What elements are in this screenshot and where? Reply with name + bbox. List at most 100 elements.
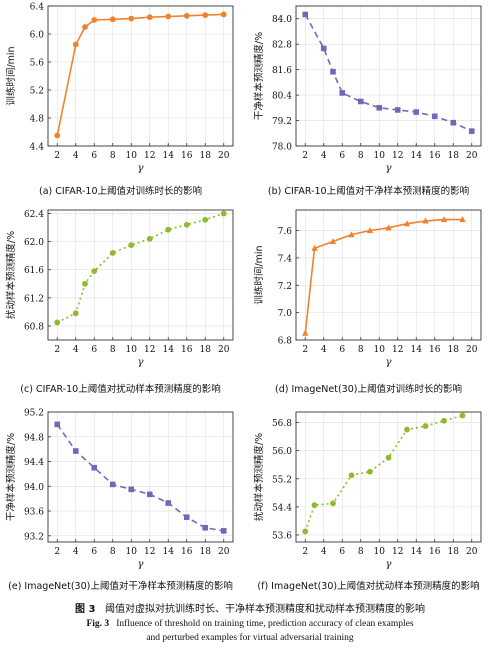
- plot-frame: [47, 209, 234, 341]
- data-point: [459, 216, 466, 223]
- x-tick-label: 8: [110, 151, 116, 161]
- x-tick-label: 14: [163, 151, 175, 161]
- data-point: [54, 319, 61, 326]
- data-point: [72, 448, 79, 454]
- data-point: [128, 486, 135, 493]
- plot-frame: [47, 5, 234, 147]
- data-point: [330, 500, 336, 507]
- data-point: [165, 13, 172, 20]
- x-tick-label: 16: [429, 345, 441, 355]
- data-point: [202, 12, 209, 18]
- y-tick-label: 95.2: [24, 409, 44, 419]
- x-axis-label: γ: [386, 357, 392, 368]
- x-tick-label: 6: [91, 345, 97, 355]
- x-tick-label: 18: [448, 547, 460, 557]
- data-point: [82, 280, 88, 287]
- x-tick-label: 4: [321, 345, 327, 355]
- y-tick-label: 79.2: [272, 117, 292, 127]
- x-tick-label: 2: [54, 345, 60, 355]
- data-point: [385, 224, 392, 231]
- figure-caption-cn-text: 阈值对虚拟对抗训练时长、干净样本预测精度和扰动样本预测精度的影响: [105, 604, 425, 615]
- y-tick-label: 94.0: [24, 483, 44, 493]
- data-point: [91, 464, 98, 471]
- chart-panel-b: 78.0 79.2 80.4 81.6 82.8 84.0 2 4 6 8 10 12 14 16 18 20…: [253, 5, 482, 197]
- figure-caption-cn: 图 3 阈值对虚拟对抗训练时长、干净样本预测精度和扰动样本预测精度的影响: [0, 600, 500, 615]
- y-axis-label: 扰动样本预测精度/%: [253, 433, 265, 521]
- data-point: [202, 524, 209, 531]
- y-tick-label: 4.4: [30, 143, 45, 153]
- data-point: [366, 227, 374, 234]
- x-tick-label: 20: [218, 151, 230, 161]
- x-tick-label: 18: [200, 151, 212, 161]
- y-tick-label: 7.2: [278, 282, 292, 292]
- series-line: [304, 218, 463, 334]
- data-point: [404, 426, 410, 433]
- x-tick-label: 12: [144, 151, 155, 161]
- x-tick-label: 10: [374, 547, 386, 557]
- data-point: [183, 221, 190, 228]
- x-tick-label: 4: [73, 151, 79, 161]
- x-tick-label: 12: [392, 547, 403, 557]
- panel-caption: (d) ImageNet(30)上阈值对训练时长的影响: [275, 383, 462, 395]
- x-axis-label: γ: [138, 559, 144, 570]
- x-tick-label: 12: [144, 547, 155, 557]
- data-point: [394, 107, 401, 113]
- x-tick-label: 2: [302, 345, 308, 355]
- data-point: [403, 220, 411, 227]
- y-tick-label: 56.8: [272, 419, 292, 429]
- y-tick-label: 93.6: [24, 508, 44, 518]
- x-tick-label: 20: [466, 345, 478, 355]
- y-tick-label: 61.2: [24, 294, 44, 304]
- chart-panel-c: 60.8 61.2 61.6 62.0 62.4 2 4 6 8 10 12 14 16 18 20 γ 扰动样…: [5, 209, 234, 395]
- data-point: [202, 216, 209, 223]
- y-tick-label: 54.4: [272, 503, 292, 513]
- y-axis-label: 干净样本预测精度/%: [253, 32, 265, 120]
- data-point: [146, 491, 153, 498]
- data-point: [459, 412, 466, 419]
- data-point: [220, 210, 227, 217]
- data-point: [357, 98, 364, 105]
- data-point: [146, 235, 153, 242]
- x-tick-label: 16: [429, 547, 441, 557]
- x-tick-label: 2: [54, 547, 60, 557]
- x-tick-label: 10: [374, 151, 386, 161]
- data-point: [91, 17, 98, 23]
- x-tick-label: 2: [54, 151, 60, 161]
- y-tick-label: 78.0: [272, 143, 292, 153]
- y-axis-label: 干净样本预测精度/%: [5, 433, 17, 521]
- x-tick-label: 16: [181, 345, 193, 355]
- y-tick-label: 62.0: [24, 238, 44, 248]
- x-tick-label: 2: [302, 151, 308, 161]
- data-point: [441, 417, 447, 424]
- y-axis-label: 训练时间/min: [253, 245, 265, 304]
- x-tick-label: 8: [358, 345, 364, 355]
- data-point: [348, 472, 355, 479]
- y-tick-label: 61.6: [24, 266, 44, 276]
- y-tick-label: 6.0: [30, 31, 45, 41]
- y-tick-label: 60.8: [24, 322, 44, 332]
- x-tick-label: 12: [392, 151, 403, 161]
- panel-caption: (c) CIFAR-10上阈值对扰动样本预测精度的影响: [20, 383, 220, 395]
- x-tick-label: 6: [339, 345, 345, 355]
- y-tick-label: 55.2: [272, 475, 292, 485]
- data-point: [450, 119, 457, 126]
- x-axis-label: γ: [386, 559, 392, 570]
- x-axis-label: γ: [386, 163, 392, 174]
- x-tick-label: 4: [321, 547, 327, 557]
- series-line: [304, 414, 463, 532]
- x-tick-label: 14: [411, 345, 423, 355]
- x-tick-label: 6: [91, 151, 97, 161]
- x-tick-label: 20: [466, 151, 478, 161]
- x-tick-label: 18: [448, 151, 460, 161]
- data-point: [109, 481, 116, 488]
- data-point: [165, 226, 172, 233]
- y-axis-label: 扰动样本预测精度/%: [5, 231, 17, 319]
- x-axis-label: γ: [138, 357, 144, 368]
- series-line: [304, 14, 473, 132]
- series-line: [56, 423, 224, 532]
- data-point: [440, 216, 448, 223]
- y-tick-label: 5.2: [30, 87, 44, 97]
- x-tick-label: 8: [110, 345, 116, 355]
- series-line: [56, 13, 224, 136]
- figure-caption-en-line1: Fig. 3 Influence of threshold on trainin…: [0, 619, 500, 629]
